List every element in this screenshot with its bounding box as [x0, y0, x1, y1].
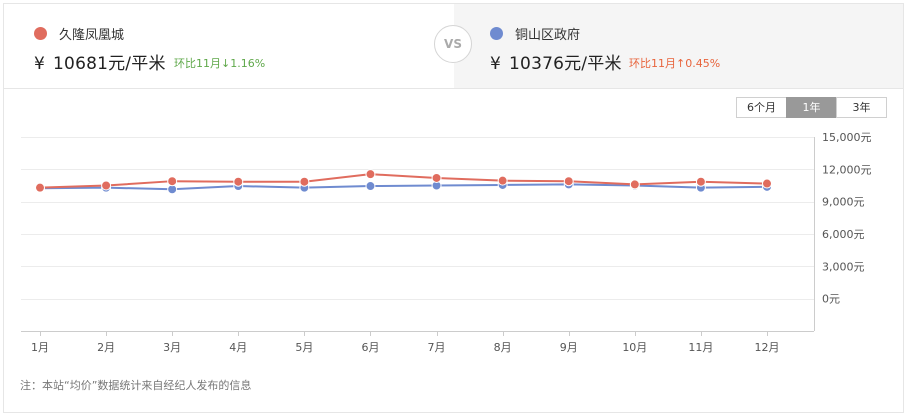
y-tick-label: 9,000元 [822, 196, 865, 209]
data-point [431, 172, 442, 183]
y-tick-label: 6,000元 [822, 228, 865, 241]
right-currency: ¥ [490, 54, 502, 74]
data-point [497, 175, 508, 186]
right-monthly-change: 环比11月↑0.45% [629, 57, 721, 70]
x-tick-label: 1月 [31, 341, 49, 354]
data-point [365, 169, 376, 180]
data-point [695, 176, 706, 187]
vs-badge: VS [434, 25, 472, 63]
data-point [299, 176, 310, 187]
y-tick-label: 15,000元 [822, 131, 872, 144]
comparison-card: 久隆凤凰城 ¥10681元/平米 环比11月↓1.16% 铜山区政府 ¥1037… [3, 3, 904, 413]
right-price: ¥10376元/平米 [490, 49, 622, 74]
x-tick-label: 3月 [163, 341, 181, 354]
range-tab-6-months[interactable]: 6个月 [736, 97, 787, 118]
right-series-dot [490, 27, 503, 40]
range-tab-3-years[interactable]: 3年 [836, 97, 887, 118]
right-community-panel: 铜山区政府 ¥10376元/平米 环比11月↑0.45% [454, 4, 903, 88]
data-point [762, 178, 772, 189]
range-tab-1-year[interactable]: 1年 [786, 97, 837, 118]
data-point [563, 176, 574, 187]
data-point [167, 176, 178, 187]
x-tick-label: 6月 [361, 341, 379, 354]
x-tick-label: 11月 [688, 341, 713, 354]
footnote: 注：本站“均价”数据统计来自经纪人发布的信息 [20, 379, 252, 392]
x-tick-label: 9月 [560, 341, 578, 354]
y-tick-label: 12,000元 [822, 163, 872, 176]
left-monthly-change: 环比11月↓1.16% [174, 57, 266, 70]
left-community-name: 久隆凤凰城 [59, 28, 125, 43]
left-price-value: 10681元/平米 [53, 54, 166, 74]
x-tick-label: 2月 [97, 341, 115, 354]
left-price: ¥10681元/平米 [34, 49, 166, 74]
x-tick-label: 8月 [494, 341, 512, 354]
left-currency: ¥ [34, 54, 46, 74]
comparison-header: 久隆凤凰城 ¥10681元/平米 环比11月↓1.16% 铜山区政府 ¥1037… [4, 4, 903, 89]
y-tick-label: 3,000元 [822, 260, 865, 273]
right-price-value: 10376元/平米 [509, 54, 622, 74]
x-tick-label: 7月 [428, 341, 446, 354]
y-tick-label: 0元 [822, 293, 840, 306]
x-tick-label: 4月 [229, 341, 247, 354]
data-point [233, 176, 244, 187]
series-line [39, 183, 768, 191]
x-tick-label: 12月 [755, 341, 780, 354]
right-community-name: 铜山区政府 [515, 28, 581, 43]
x-tick-label: 10月 [622, 341, 647, 354]
data-point [629, 179, 640, 190]
series-line [39, 173, 768, 189]
data-point [101, 180, 112, 191]
left-series-dot [34, 27, 47, 40]
left-community-panel: 久隆凤凰城 ¥10681元/平米 环比11月↓1.16% [4, 4, 454, 88]
time-range-selector: 6个月 1年 3年 [736, 97, 887, 118]
data-point [365, 181, 376, 192]
x-tick-label: 5月 [295, 341, 313, 354]
data-point [35, 182, 45, 193]
